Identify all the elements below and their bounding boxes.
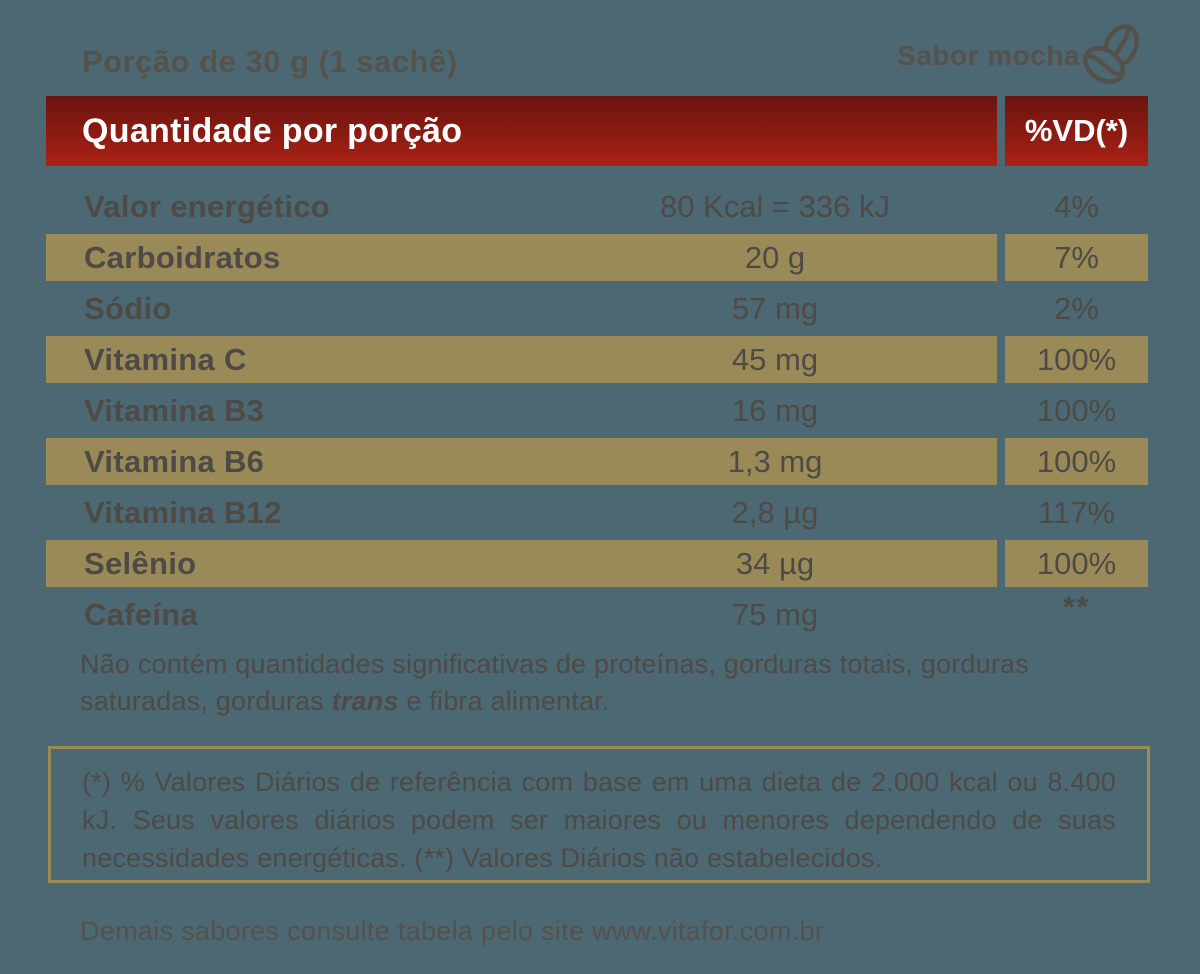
nutrient-cell: Valor energético 80 Kcal = 336 kJ [46, 183, 997, 230]
note-line-2: saturadas, gorduras trans e fibra alimen… [80, 686, 610, 716]
table-row: Valor energético 80 Kcal = 336 kJ 4% [0, 183, 1200, 230]
nutrient-cell: Selênio 34 µg [46, 540, 997, 587]
nutrient-value: 1,3 mg [727, 444, 823, 479]
daily-value-cell: 7% [1005, 234, 1148, 281]
daily-value-percent: 117% [1038, 494, 1115, 530]
daily-value-header: %VD(*) [1005, 96, 1148, 166]
table-row: Vitamina B3 16 mg 100% [0, 387, 1200, 434]
nutrient-value: 80 Kcal = 336 kJ [659, 189, 891, 224]
nutrient-cell: Vitamina B6 1,3 mg [46, 438, 997, 485]
nutrient-label: Valor energético [84, 189, 331, 224]
nutrient-label: Sódio [84, 291, 172, 326]
nutrient-cell: Vitamina B3 16 mg [46, 387, 997, 434]
daily-value-percent: 4% [1054, 188, 1099, 224]
table-row: Sódio 57 mg 2% [0, 285, 1200, 332]
daily-value-percent: 100% [1036, 392, 1117, 428]
nutrient-label: Cafeína [84, 597, 199, 632]
coffee-beans-icon [1083, 24, 1140, 84]
nutrient-value: 16 mg [731, 393, 819, 428]
daily-value-percent: 100% [1036, 545, 1117, 581]
footnote-line-2: kJ. Seus valores diários podem ser maior… [82, 805, 1116, 835]
table-row: Vitamina B12 2,8 µg 117% [0, 489, 1200, 536]
note-line-1: Não contém quantidades significativas de… [80, 649, 1029, 679]
table-row: Carboidratos 20 g 7% [0, 234, 1200, 281]
daily-value-percent: 7% [1054, 239, 1099, 275]
nutrient-cell: Carboidratos 20 g [46, 234, 997, 281]
nutrient-cell: Sódio 57 mg [46, 285, 997, 332]
nutrient-label: Vitamina B6 [84, 444, 265, 479]
nutrient-cell: Vitamina C 45 mg [46, 336, 997, 383]
daily-value-cell: 100% [1005, 387, 1148, 434]
daily-value-cell: 117% [1005, 489, 1148, 536]
serving-size-label: Porção de 30 g (1 sachê) [82, 44, 458, 79]
trans-word: trans [331, 686, 399, 716]
other-flavors-note: Demais sabores consulte tabela pelo site… [80, 916, 825, 946]
daily-value-cell: 100% [1005, 540, 1148, 587]
nutrient-value: 20 g [744, 240, 806, 275]
daily-value-cell: 2% [1005, 285, 1148, 332]
nutrient-cell: Cafeína 75 mg [46, 591, 997, 638]
quantity-per-serving-header: Quantidade por porção [82, 111, 463, 150]
table-row: Cafeína 75 mg ** [0, 591, 1200, 638]
daily-value-percent: 100% [1036, 443, 1117, 479]
daily-value-cell: ** [1005, 591, 1148, 638]
flavor-label: Sabor mocha [897, 40, 1080, 71]
nutrient-cell: Vitamina B12 2,8 µg [46, 489, 997, 536]
table-row: Vitamina B6 1,3 mg 100% [0, 438, 1200, 485]
daily-value-percent: 2% [1054, 290, 1099, 326]
table-row: Vitamina C 45 mg 100% [0, 336, 1200, 383]
nutrient-value: 34 µg [735, 546, 815, 581]
daily-value-percent: 100% [1036, 341, 1117, 377]
table-row: Selênio 34 µg 100% [0, 540, 1200, 587]
nutrient-label: Selênio [84, 546, 197, 581]
nutrient-label: Vitamina B12 [84, 495, 282, 530]
nutrient-label: Vitamina C [84, 342, 247, 377]
nutrient-label: Vitamina B3 [84, 393, 265, 428]
table-header-bar: Quantidade por porção [46, 96, 997, 166]
daily-value-cell: 4% [1005, 183, 1148, 230]
nutrient-value: 75 mg [731, 597, 819, 632]
daily-value-percent: ** [1062, 591, 1091, 624]
daily-values-footnote-box: (*) % Valores Diários de referência com … [48, 746, 1150, 883]
nutrition-table: Valor energético 80 Kcal = 336 kJ 4% Car… [0, 183, 1200, 642]
nutrient-value: 45 mg [731, 342, 819, 377]
footnote-line-1: (*) % Valores Diários de referência com … [82, 767, 1116, 797]
footnote-line-3: necessidades energéticas. (**) Valores D… [82, 843, 883, 873]
no-significant-note: Não contém quantidades significativas de… [80, 646, 1100, 720]
daily-value-cell: 100% [1005, 336, 1148, 383]
nutrient-value: 2,8 µg [731, 495, 819, 530]
nutrient-label: Carboidratos [84, 240, 281, 275]
daily-value-cell: 100% [1005, 438, 1148, 485]
nutrient-value: 57 mg [731, 291, 819, 326]
